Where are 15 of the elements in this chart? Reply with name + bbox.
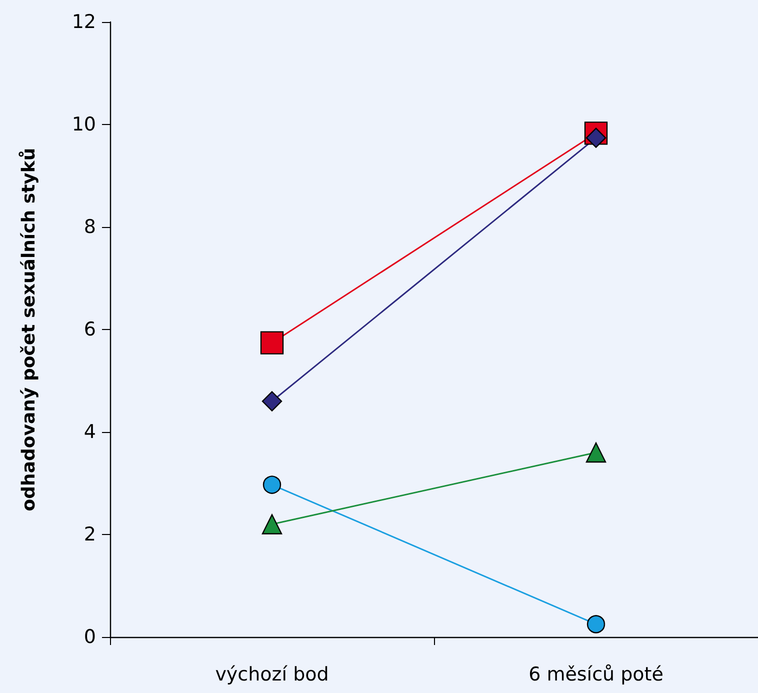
y-tick-label: 10 <box>72 114 96 136</box>
y-axis-title: odhadovaný počet sexuálních styků <box>18 148 40 512</box>
point <box>262 476 282 494</box>
point <box>586 615 606 634</box>
y-tick-label: 12 <box>72 11 96 33</box>
y-tick-label: 2 <box>84 524 96 546</box>
y-tick-label: 8 <box>84 216 96 238</box>
point <box>586 128 606 148</box>
y-tick-label: 6 <box>84 318 96 340</box>
point <box>262 391 282 412</box>
point <box>260 331 284 354</box>
y-tick-label: 0 <box>84 626 96 648</box>
x-tick-label: 6 měsíců poté <box>528 664 664 686</box>
x-tick-label: výchozí bod <box>215 664 329 686</box>
y-tick-label: 4 <box>84 421 96 443</box>
